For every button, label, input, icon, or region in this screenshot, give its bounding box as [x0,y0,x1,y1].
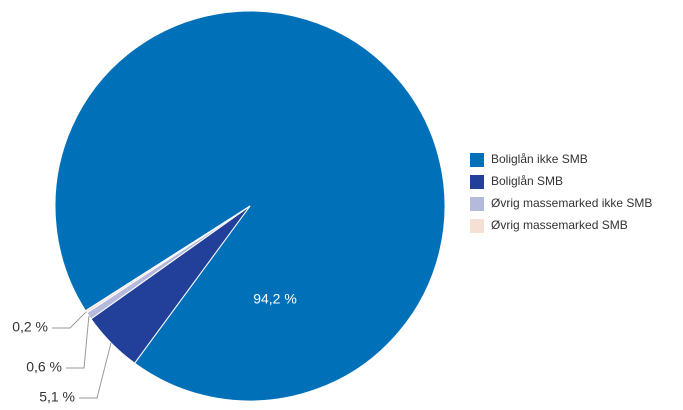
legend-swatch [470,153,484,167]
legend-swatch [470,175,484,189]
legend-label: Øvrig massemarked ikke SMB [491,196,652,210]
data-label: 5,1 % [39,389,75,405]
leader-line [66,315,90,369]
data-label: 0,2 % [12,319,48,335]
legend-swatch [470,219,484,233]
leader-line [52,311,87,329]
pie-slice [84,205,251,314]
leader-line [79,342,112,399]
legend-label: Boliglån ikke SMB [491,152,588,166]
legend-swatch [470,197,484,211]
legend-label: Boliglån SMB [491,174,563,188]
data-label: 0,6 % [26,359,62,375]
legend-label: Øvrig massemarked SMB [491,218,628,232]
data-label: 94,2 % [253,291,297,307]
